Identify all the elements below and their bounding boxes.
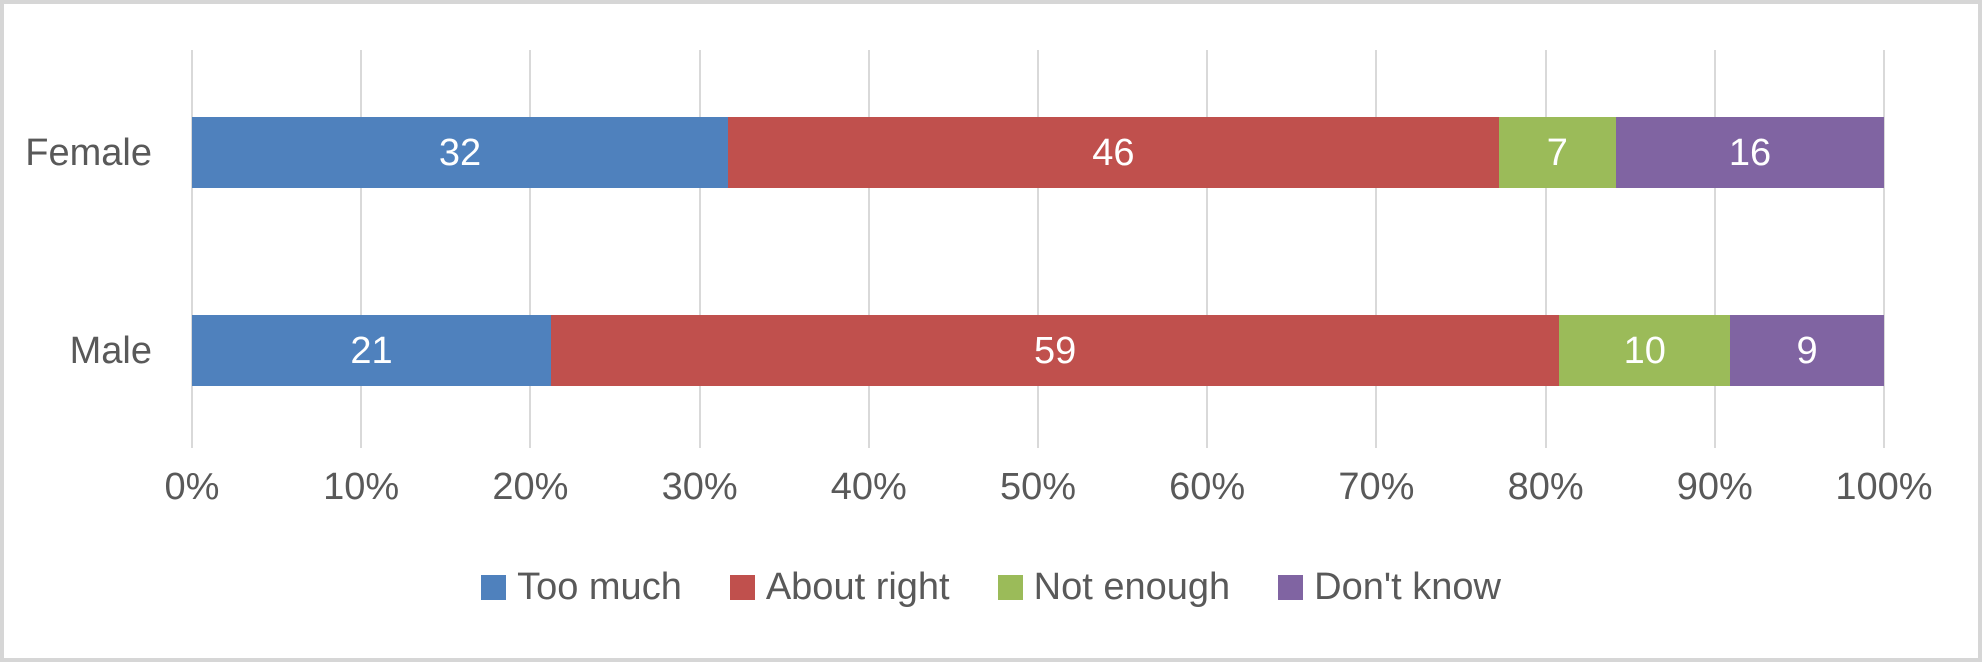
x-axis-tick-label: 80% [1507,466,1584,508]
x-axis-tick-label: 100% [1835,466,1933,508]
bar-segment: 46 [728,117,1499,188]
gridline [1037,50,1039,448]
x-axis-tick-label: 0% [164,466,220,508]
legend-swatch-icon [1278,575,1304,601]
bar-segment: 9 [1730,315,1884,386]
bar-segment-label: 59 [1033,329,1077,372]
legend-item: Too much [481,566,682,609]
legend-label: Not enough [1033,566,1231,609]
x-axis-tick-label: 30% [661,466,738,508]
legend-label: About right [765,566,950,609]
legend-item: About right [729,566,950,609]
legend-item: Don't know [1278,566,1501,609]
legend-item: Not enough [997,566,1231,609]
bar-segment: 16 [1615,117,1884,188]
legend-swatch-icon [729,575,755,601]
x-axis-tick-label: 20% [492,466,569,508]
legend: Too much About right Not enough Don't know [0,560,1982,616]
bar-segment: 32 [192,117,729,188]
gridline [1883,50,1885,448]
gridline [1544,50,1547,448]
gridline [1206,50,1209,448]
bar-row: 32 46 7 16 [192,117,1884,188]
legend-swatch-icon [481,575,507,601]
bar-segment: 7 [1498,117,1616,188]
category-label: Female [25,131,152,174]
x-axis-tick-label: 90% [1676,466,1753,508]
gridline [698,50,701,448]
legend-swatch-icon [997,575,1023,601]
gridline [1375,50,1378,448]
gridline [529,50,532,448]
legend-label: Don't know [1314,566,1501,609]
x-axis-tick-label: 50% [999,466,1077,508]
category-label: Male [69,329,152,372]
bar-segment-label: 10 [1623,329,1666,372]
gridline [360,50,363,448]
bar-segment: 59 [550,315,1560,386]
gridline [1713,50,1716,448]
x-axis-tick-label: 70% [1338,466,1415,508]
bar-segment-label: 9 [1796,329,1818,372]
gridline [867,50,870,448]
gridline [191,50,193,448]
bar-segment-label: 7 [1546,131,1568,174]
x-axis-tick-label: 40% [830,466,907,508]
bar-segment: 21 [192,315,551,386]
bar-segment: 10 [1559,315,1731,386]
legend-label: Too much [517,566,682,609]
x-axis-tick-label: 10% [323,466,400,508]
x-axis-tick-label: 60% [1169,466,1246,508]
bar-segment-label: 16 [1728,131,1772,174]
bar-segment-label: 21 [350,329,393,372]
bar-segment-label: 32 [438,131,482,174]
bar-row: 21 59 10 9 [192,315,1884,386]
bar-segment-label: 46 [1092,131,1135,174]
